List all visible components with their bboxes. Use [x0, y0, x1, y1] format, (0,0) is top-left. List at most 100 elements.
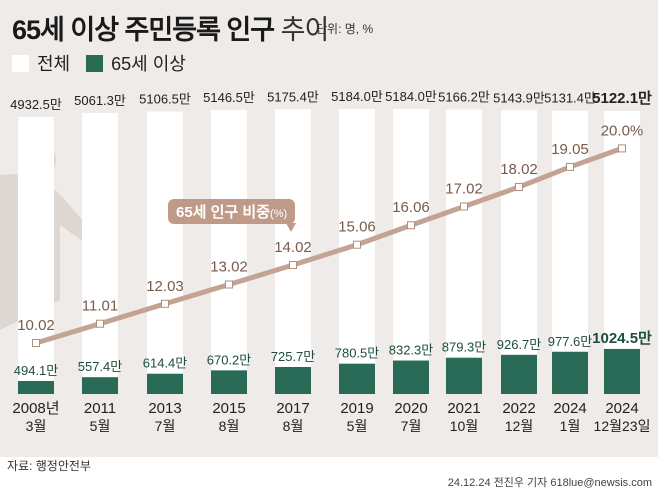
bar-65plus: [393, 360, 429, 394]
bar-65plus: [211, 370, 247, 394]
line-value-label: 17.02: [445, 181, 483, 198]
x-tick-year: 2017: [276, 400, 309, 417]
line-label-unit: (%): [270, 208, 288, 220]
x-tick-year: 2024: [553, 400, 586, 417]
unit-label: 단위: 명, %: [316, 22, 374, 36]
line-point: [32, 339, 40, 347]
x-tick-year: 2022: [502, 400, 535, 417]
bar-65plus: [339, 363, 375, 394]
line-value-label: 18.02: [500, 161, 538, 178]
label-65plus: 1024.5만: [592, 330, 652, 347]
label-65plus: 977.6만: [548, 334, 593, 349]
bar-65plus: [147, 373, 183, 394]
bar-65plus: [82, 377, 118, 394]
bar-total: [552, 110, 588, 394]
line-point: [353, 240, 361, 249]
page-title: 65세 이상 주민등록 인구 추이: [12, 8, 330, 47]
line-value-label: 20.0%: [601, 122, 644, 139]
line-value-label: 10.02: [17, 317, 55, 334]
line-value-label: 16.06: [392, 199, 430, 216]
bar-65plus: [604, 348, 640, 394]
x-tick-year: 2024: [605, 400, 638, 417]
bar-65plus: [18, 381, 54, 394]
bar-total: [339, 109, 375, 395]
bar-total: [82, 112, 118, 394]
line-point: [225, 280, 233, 289]
line-point: [515, 183, 523, 191]
bar-total: [275, 109, 311, 394]
label-total: 5143.9만: [493, 90, 545, 105]
bar-65plus: [446, 357, 482, 394]
x-tick-year: 2019: [340, 400, 373, 417]
legend-label-total: 전체: [37, 54, 71, 74]
label-65plus: 670.2만: [207, 352, 252, 367]
line-value-label: 15.06: [338, 219, 376, 236]
line-label-main: 65세 인구 비중: [176, 204, 271, 221]
x-tick-month: 8월: [283, 418, 304, 434]
label-65plus: 494.1만: [14, 363, 59, 378]
title-bold: 65세 이상 주민등록 인구: [12, 15, 275, 45]
x-tick-month: 5월: [347, 418, 368, 434]
bar-total: [501, 110, 537, 395]
label-total: 5131.4만: [544, 91, 596, 106]
line-value-label: 14.02: [274, 239, 312, 256]
label-65plus: 926.7만: [497, 337, 542, 352]
label-65plus: 832.3만: [389, 343, 434, 358]
x-tick-year: 2021: [447, 400, 480, 417]
bar-65plus: [552, 351, 588, 394]
line-value-label: 19.05: [551, 141, 589, 158]
legend-label-65plus: 65세 이상: [111, 54, 186, 74]
label-65plus: 557.4만: [78, 359, 123, 374]
line-value-label: 12.03: [146, 278, 184, 295]
x-tick-month: 5월: [90, 418, 111, 434]
x-tick-year: 2020: [394, 400, 427, 417]
x-tick-month: 1월: [560, 418, 581, 434]
bar-total: [446, 109, 482, 395]
x-tick-year: 2011: [84, 400, 116, 417]
line-point: [407, 221, 415, 230]
label-65plus: 725.7만: [271, 349, 316, 364]
x-tick-month: 12월23일: [594, 418, 651, 434]
label-total: 5061.3만: [74, 93, 126, 108]
bar-total: [18, 117, 54, 394]
line-point: [161, 299, 169, 308]
x-tick-month: 3월: [26, 418, 47, 434]
bar-total: [604, 110, 640, 395]
line-value-label: 13.02: [210, 259, 248, 276]
line-point: [96, 319, 104, 328]
label-65plus: 780.5만: [335, 346, 380, 361]
label-65plus: 879.3만: [442, 340, 487, 355]
line-point: [460, 202, 468, 211]
bar-65plus: [275, 366, 311, 394]
bar-total: [211, 110, 247, 395]
x-tick-month: 7월: [155, 418, 176, 434]
label-total: 5175.4만: [267, 89, 319, 104]
line-point: [618, 144, 626, 153]
legend: 전체 65세 이상: [12, 50, 186, 76]
label-total: 5146.5만: [203, 90, 255, 105]
title-light: 추이: [280, 15, 330, 45]
x-tick-month: 12월: [505, 418, 533, 434]
line-point: [289, 261, 297, 269]
bar-total: [393, 109, 429, 395]
legend-swatch-65plus: [86, 54, 104, 72]
line-point: [566, 162, 574, 171]
x-tick-month: 8월: [219, 418, 240, 434]
line-series-label: 65세 인구 비중(%): [168, 199, 297, 232]
label-total: 4932.5만: [10, 97, 62, 112]
bar-65plus: [501, 354, 537, 394]
source: 자료: 행정안전부: [7, 459, 91, 473]
label-total: 5106.5만: [139, 91, 191, 106]
label-total: 5184.0만: [385, 89, 437, 104]
label-total: 5184.0만: [331, 89, 383, 104]
x-tick-month: 7월: [401, 418, 422, 434]
x-tick-year: 2008년: [12, 400, 59, 417]
legend-swatch-total: [12, 54, 29, 72]
x-tick-year: 2013: [148, 400, 181, 417]
bar-total: [147, 111, 183, 394]
chart: 4932.5만494.1만2008년3월5061.3만557.4만20115월5…: [0, 89, 652, 434]
line-value-label: 11.01: [82, 298, 118, 315]
credit: 24.12.24 전진우 기자 618lue@newsis.com: [447, 477, 652, 489]
label-total: 5166.2만: [438, 90, 490, 105]
label-total: 5122.1만: [592, 90, 652, 107]
